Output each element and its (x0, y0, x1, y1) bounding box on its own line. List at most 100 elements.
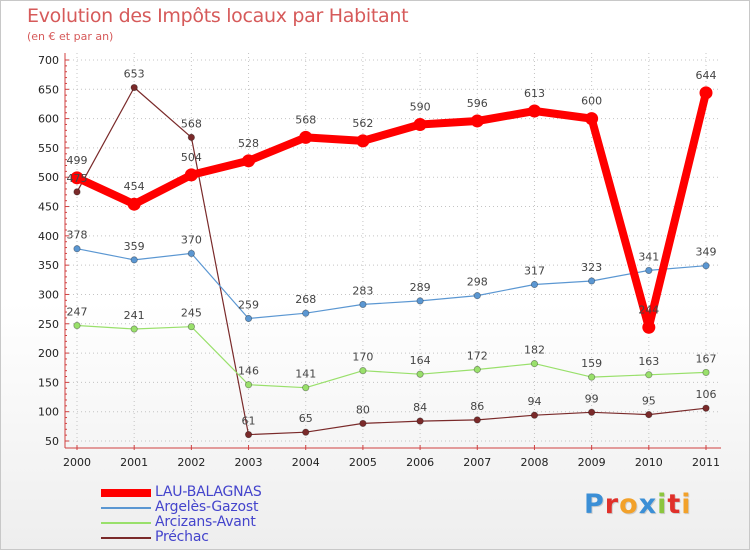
x-tick-label: 2003 (235, 456, 263, 469)
point-argeles-gazost (588, 277, 596, 285)
y-tick-label: 700 (38, 54, 59, 67)
point-prechac (244, 430, 253, 439)
data-label-lau-balagnas: 644 (696, 69, 717, 82)
point-lau-balagnas (299, 130, 313, 144)
data-label-arcizans-avant: 247 (67, 306, 88, 319)
x-tick-label: 2009 (578, 456, 606, 469)
logo-letter: t (667, 489, 682, 520)
point-prechac (359, 419, 367, 428)
y-tick-label: 400 (38, 230, 59, 243)
y-tick-label: 250 (38, 318, 59, 331)
legend-swatch (101, 489, 151, 497)
point-lau-balagnas (184, 168, 198, 182)
series-layer (70, 83, 713, 439)
data-label-lau-balagnas: 596 (467, 97, 488, 110)
point-prechac (473, 416, 481, 424)
data-label-prechac: 475 (67, 172, 88, 185)
data-label-prechac: 568 (181, 117, 202, 130)
x-tick-label: 2001 (120, 456, 148, 469)
data-label-arcizans-avant: 245 (181, 307, 202, 320)
data-label-lau-balagnas: 568 (295, 113, 316, 126)
point-argeles-gazost (645, 266, 653, 275)
data-label-lau-balagnas: 562 (352, 117, 373, 130)
logo-letter: i (681, 489, 692, 520)
chart-subtitle: (en € et par an) (27, 30, 114, 43)
point-lau-balagnas (642, 320, 656, 334)
point-argeles-gazost (702, 262, 710, 270)
data-label-lau-balagnas: 454 (124, 180, 145, 193)
data-label-argeles-gazost: 289 (410, 281, 431, 294)
point-arcizans-avant (244, 381, 253, 389)
data-label-lau-balagnas: 600 (581, 95, 602, 108)
point-arcizans-avant (359, 367, 367, 375)
data-label-prechac: 106 (696, 388, 717, 401)
data-label-lau-balagnas: 613 (524, 87, 545, 100)
y-tick-label: 450 (38, 201, 59, 214)
logo-letter: o (619, 489, 639, 520)
logo-letter: P (584, 489, 605, 520)
x-tick-label: 2000 (63, 456, 91, 469)
data-label-prechac: 80 (356, 403, 370, 416)
data-label-lau-balagnas: 244 (638, 303, 659, 316)
point-arcizans-avant (645, 371, 653, 379)
chart-title: Evolution des Impôts locaux par Habitant (27, 5, 409, 27)
data-label-prechac: 95 (642, 395, 656, 408)
data-label-prechac: 653 (124, 68, 145, 81)
legend-swatch (101, 537, 151, 539)
data-label-arcizans-avant: 182 (524, 344, 545, 357)
y-tick-label: 300 (38, 288, 59, 301)
data-label-arcizans-avant: 241 (124, 309, 145, 322)
point-prechac (702, 404, 710, 412)
data-label-argeles-gazost: 259 (238, 298, 259, 311)
y-tick-label: 150 (38, 376, 59, 389)
point-lau-balagnas (70, 171, 84, 185)
y-tick-label: 50 (45, 435, 59, 448)
point-argeles-gazost (187, 249, 195, 258)
series-line-lau-balagnas (73, 88, 710, 332)
point-prechac (73, 188, 81, 196)
point-prechac (416, 417, 424, 425)
logo-letter: i (657, 489, 668, 520)
series-line-argeles-gazost (76, 248, 707, 320)
point-argeles-gazost (530, 280, 539, 289)
point-prechac (130, 83, 138, 92)
point-arcizans-avant (473, 365, 481, 374)
point-lau-balagnas (242, 154, 256, 168)
point-arcizans-avant (530, 360, 539, 368)
point-lau-balagnas (470, 114, 484, 128)
logo-letter: x (638, 489, 658, 520)
point-arcizans-avant (588, 373, 596, 381)
point-argeles-gazost (130, 256, 138, 264)
data-label-lau-balagnas: 499 (67, 154, 88, 167)
y-tick-label: 350 (38, 259, 59, 272)
point-prechac (530, 411, 539, 419)
data-label-arcizans-avant: 167 (696, 352, 717, 365)
y-tick-label: 500 (38, 171, 59, 184)
point-arcizans-avant (73, 321, 81, 330)
point-argeles-gazost (244, 314, 253, 323)
x-tick-label: 2007 (463, 456, 491, 469)
data-label-arcizans-avant: 170 (352, 351, 373, 364)
x-tick-label: 2004 (292, 456, 320, 469)
data-label-lau-balagnas: 528 (238, 137, 259, 150)
x-tick-label: 2002 (177, 456, 205, 469)
data-label-arcizans-avant: 146 (238, 365, 259, 378)
data-label-prechac: 65 (299, 412, 313, 425)
y-tick-label: 100 (38, 406, 59, 419)
legend-label: LAU-BALAGNAS (155, 484, 262, 500)
data-label-lau-balagnas: 590 (410, 100, 431, 113)
point-arcizans-avant (302, 384, 310, 392)
y-tick-label: 600 (38, 113, 59, 126)
point-argeles-gazost (416, 297, 424, 305)
x-tick-label: 2010 (635, 456, 663, 469)
data-label-argeles-gazost: 283 (352, 284, 373, 297)
point-argeles-gazost (73, 245, 81, 253)
legend-label: Préchac (155, 529, 209, 545)
data-label-layer: 499 454 504 528 568 562 590 596 613 600 244 644 378 3… (67, 68, 717, 428)
data-label-argeles-gazost: 323 (581, 261, 602, 274)
point-lau-balagnas (127, 197, 141, 211)
x-tick-label: 2011 (692, 456, 720, 469)
y-tick-label: 550 (38, 142, 59, 155)
